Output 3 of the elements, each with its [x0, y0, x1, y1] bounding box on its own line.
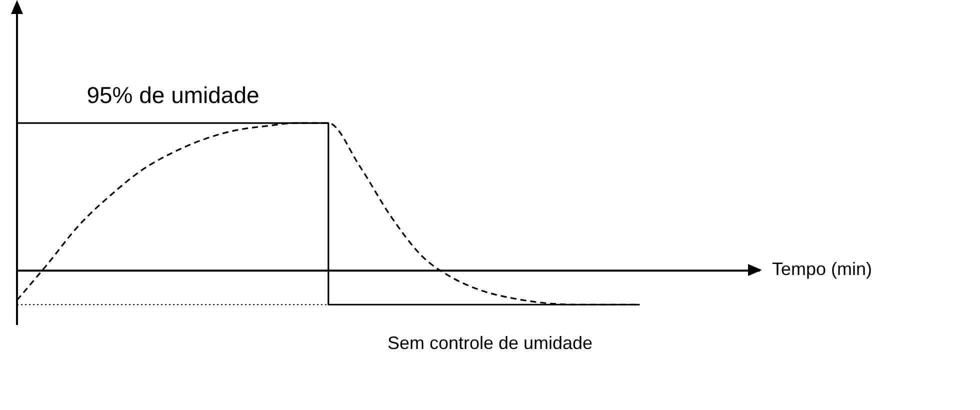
text: Tempo (min) — [772, 259, 874, 280]
text: Sem controle de umidade — [386, 333, 594, 354]
text: 95% de umidade — [86, 82, 260, 109]
